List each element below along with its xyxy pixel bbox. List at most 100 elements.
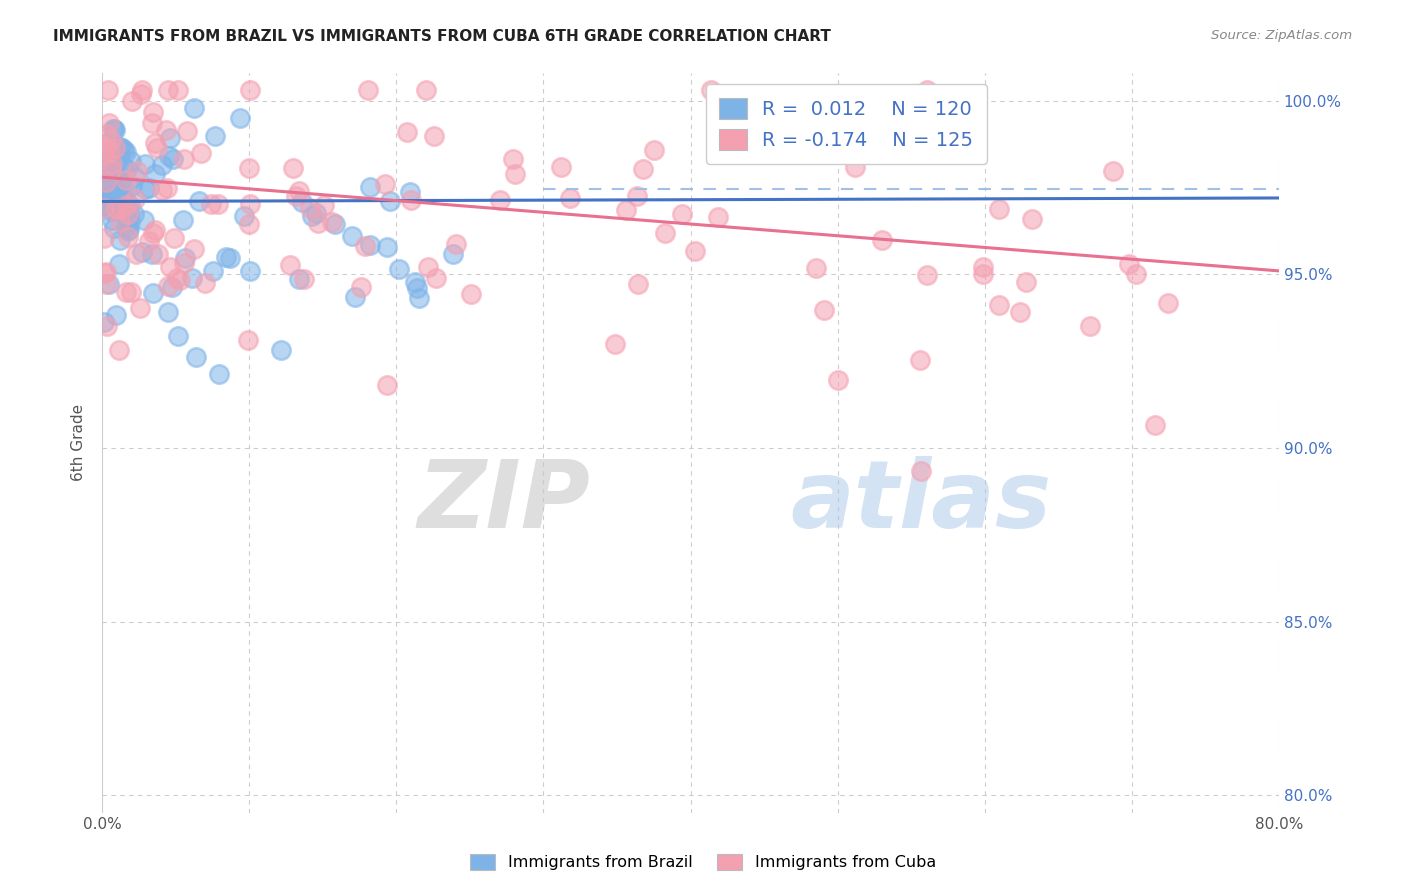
Point	[671, 207, 693, 221]
Point	[143, 167, 166, 181]
Point	[97, 277, 120, 292]
Point	[441, 247, 464, 261]
Point	[375, 240, 398, 254]
Point	[238, 161, 260, 175]
Point	[101, 185, 124, 199]
Point	[374, 177, 396, 191]
Point	[93, 201, 115, 215]
Point	[129, 87, 152, 101]
Point	[159, 260, 181, 275]
Point	[700, 83, 723, 97]
Point	[603, 337, 626, 351]
Point	[378, 194, 401, 208]
Point	[1021, 212, 1043, 227]
Point	[93, 266, 115, 280]
Point	[162, 230, 184, 244]
Point	[972, 267, 994, 281]
Point	[388, 262, 411, 277]
Point	[98, 145, 121, 159]
Point	[143, 223, 166, 237]
Point	[118, 221, 141, 235]
Point	[804, 260, 827, 275]
Point	[375, 378, 398, 392]
Point	[356, 83, 378, 97]
Point	[204, 129, 226, 144]
Point	[117, 224, 139, 238]
Point	[988, 202, 1011, 216]
Point	[350, 280, 373, 294]
Point	[614, 203, 637, 218]
Point	[166, 83, 188, 97]
Point	[359, 179, 381, 194]
Point	[104, 141, 127, 155]
Point	[844, 160, 866, 174]
Point	[422, 129, 444, 144]
Point	[142, 286, 165, 301]
Point	[94, 140, 117, 154]
Point	[117, 202, 139, 217]
Point	[93, 230, 115, 244]
Point	[488, 193, 510, 207]
Point	[190, 146, 212, 161]
Point	[156, 83, 179, 97]
Point	[305, 206, 328, 220]
Point	[115, 173, 138, 187]
Point	[156, 181, 179, 195]
Point	[101, 178, 124, 192]
Point	[100, 213, 122, 227]
Point	[103, 161, 125, 176]
Point	[125, 164, 148, 178]
Point	[103, 180, 125, 194]
Point	[406, 281, 429, 295]
Point	[284, 189, 307, 203]
Point	[1143, 417, 1166, 432]
Point	[287, 184, 309, 198]
Point	[627, 277, 650, 291]
Point	[107, 257, 129, 271]
Point	[359, 237, 381, 252]
Point	[399, 193, 422, 207]
Point	[238, 217, 260, 231]
Point	[97, 160, 120, 174]
Point	[202, 263, 225, 277]
Point	[908, 352, 931, 367]
Legend: Immigrants from Brazil, Immigrants from Cuba: Immigrants from Brazil, Immigrants from …	[464, 847, 942, 877]
Point	[444, 236, 467, 251]
Point	[101, 151, 124, 165]
Point	[1080, 318, 1102, 333]
Point	[100, 185, 122, 199]
Point	[104, 166, 127, 180]
Point	[100, 204, 122, 219]
Point	[146, 247, 169, 261]
Point	[101, 121, 124, 136]
Point	[415, 83, 437, 97]
Y-axis label: 6th Grade: 6th Grade	[72, 404, 86, 482]
Point	[93, 184, 115, 198]
Point	[96, 188, 118, 202]
Point	[988, 298, 1011, 312]
Point	[239, 264, 262, 278]
Point	[93, 183, 115, 197]
Point	[142, 105, 165, 120]
Point	[143, 136, 166, 151]
Point	[631, 162, 654, 177]
Point	[108, 140, 131, 154]
Legend: R =  0.012    N = 120, R = -0.174    N = 125: R = 0.012 N = 120, R = -0.174 N = 125	[706, 84, 987, 163]
Point	[183, 101, 205, 115]
Point	[121, 94, 143, 108]
Point	[416, 260, 439, 275]
Point	[236, 333, 259, 347]
Point	[219, 251, 242, 265]
Point	[1125, 267, 1147, 281]
Point	[460, 286, 482, 301]
Point	[142, 226, 165, 240]
Point	[100, 133, 122, 147]
Point	[141, 116, 163, 130]
Point	[157, 279, 180, 293]
Point	[173, 256, 195, 270]
Point	[125, 246, 148, 260]
Point	[173, 152, 195, 166]
Point	[176, 124, 198, 138]
Point	[187, 194, 209, 208]
Point	[342, 229, 364, 244]
